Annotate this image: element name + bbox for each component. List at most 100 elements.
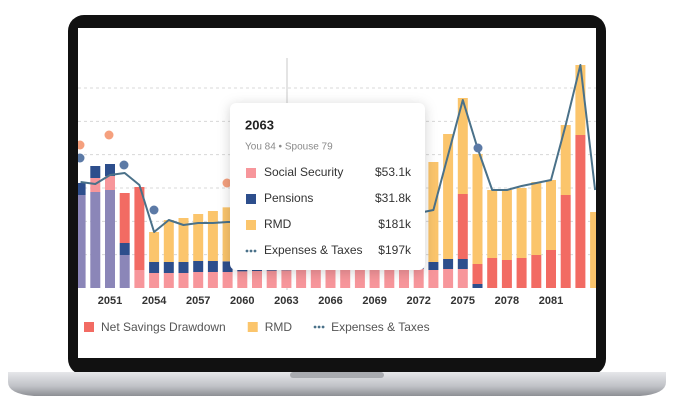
- bar-segment: [310, 270, 321, 288]
- bar-segment: [178, 262, 189, 273]
- bar-segment: [78, 195, 86, 288]
- bar-segment: [281, 270, 292, 288]
- bar-segment: [546, 180, 556, 250]
- x-tick-label: 2060: [230, 295, 254, 307]
- bar-segment: [178, 218, 189, 262]
- bar-segment: [369, 269, 380, 288]
- laptop-base: [8, 372, 666, 396]
- bar-segment: [560, 195, 571, 288]
- legend-swatch: [84, 322, 94, 332]
- bar-segment: [193, 214, 204, 261]
- x-tick-label: 2063: [274, 295, 298, 307]
- bar-segment: [222, 207, 233, 262]
- bar-segment: [296, 270, 307, 288]
- bar-segment: [163, 273, 174, 288]
- event-dot: [78, 140, 85, 150]
- bar-segment: [340, 269, 351, 288]
- bar-segment: [472, 264, 483, 284]
- bar-segment: [222, 272, 233, 288]
- bar-segment: [560, 125, 571, 195]
- x-tick-label: 2078: [495, 295, 519, 307]
- bar-segment: [531, 182, 542, 255]
- event-dot: [473, 143, 483, 153]
- bar-segment: [266, 270, 277, 288]
- laptop-notch: [290, 372, 384, 378]
- x-tick-label: 2072: [406, 295, 430, 307]
- legend-swatch: [321, 325, 325, 329]
- x-tick-label: 2057: [186, 295, 210, 307]
- bar-segment: [149, 273, 160, 288]
- bar-segment: [472, 284, 483, 288]
- tooltip-swatch: [249, 249, 253, 253]
- bar-segment: [90, 166, 101, 178]
- bar-segment: [399, 269, 409, 288]
- bar-segment: [207, 261, 218, 272]
- bar-segment: [472, 154, 483, 264]
- bar-segment: [149, 262, 160, 273]
- bar-segment: [531, 255, 542, 288]
- bar-segment: [193, 272, 204, 288]
- bar-segment: [105, 176, 115, 190]
- tooltip-label: Expenses & Taxes: [264, 243, 363, 257]
- tooltip-value: $181k: [378, 217, 412, 231]
- bar-segment: [78, 183, 86, 195]
- bar-segment: [222, 261, 233, 272]
- bar-segment: [443, 269, 454, 288]
- bar-segment: [252, 271, 262, 288]
- bar-segment: [575, 135, 586, 288]
- legend-label: RMD: [265, 320, 293, 334]
- tooltip-swatch: [253, 249, 257, 253]
- bar-segment: [457, 98, 468, 194]
- bar-segment: [516, 188, 527, 258]
- bar-segment: [443, 134, 454, 259]
- event-dot: [222, 178, 232, 188]
- bar-segment: [501, 190, 512, 260]
- bar-segment: [207, 211, 218, 261]
- bar-segment: [325, 269, 336, 288]
- bar-segment: [575, 65, 586, 135]
- legend-swatch: [317, 325, 321, 329]
- bar-segment: [384, 269, 395, 288]
- x-tick-label: 2066: [318, 295, 342, 307]
- bar-segment: [457, 194, 468, 259]
- tooltip-label: RMD: [264, 217, 292, 231]
- bar-segment: [119, 193, 130, 243]
- bar-segment: [457, 259, 468, 269]
- bar-segment: [457, 269, 468, 288]
- bar-segment: [428, 270, 439, 288]
- bar-segment: [134, 270, 145, 288]
- tooltip-value: $53.1k: [375, 165, 412, 179]
- bar-segment: [428, 162, 439, 262]
- bar-segment: [105, 164, 115, 176]
- bar-segment: [546, 250, 556, 288]
- bar-segment: [443, 259, 454, 269]
- legend: Net Savings Drawdown RMD Expenses & Taxes: [84, 320, 430, 334]
- tooltip-subtitle: You 84 • Spouse 79: [245, 142, 333, 153]
- tooltip-value: $197k: [378, 243, 412, 257]
- bar-segment: [163, 220, 174, 262]
- bar-segment: [590, 212, 596, 288]
- bar-segment: [237, 271, 248, 288]
- bar-segment: [178, 273, 189, 288]
- tooltip-swatch: [245, 249, 249, 253]
- bar-segment: [119, 243, 130, 255]
- bar-segment: [487, 258, 498, 288]
- bar-segment: [163, 262, 174, 273]
- x-tick-label: 2075: [451, 295, 475, 307]
- bar-segment: [90, 192, 101, 288]
- bar-segment: [105, 190, 115, 288]
- tooltip-title: 2063: [245, 117, 274, 132]
- bar-segment: [516, 258, 527, 288]
- tooltip: 2063 You 84 • Spouse 79 Social Security $…: [230, 103, 425, 270]
- bar-segment: [134, 187, 145, 270]
- bar-segment: [354, 269, 365, 288]
- x-axis: 2051 2054 2057 2060 2063 2066 2069 2072 2075 2078…: [98, 295, 563, 307]
- bar-segment: [501, 260, 512, 288]
- bar-segment: [428, 262, 439, 270]
- tooltip-label: Pensions: [264, 191, 313, 205]
- legend-swatch: [313, 325, 317, 329]
- bar-segment: [149, 232, 160, 262]
- bar-segment: [487, 190, 498, 258]
- x-tick-label: 2054: [142, 295, 167, 307]
